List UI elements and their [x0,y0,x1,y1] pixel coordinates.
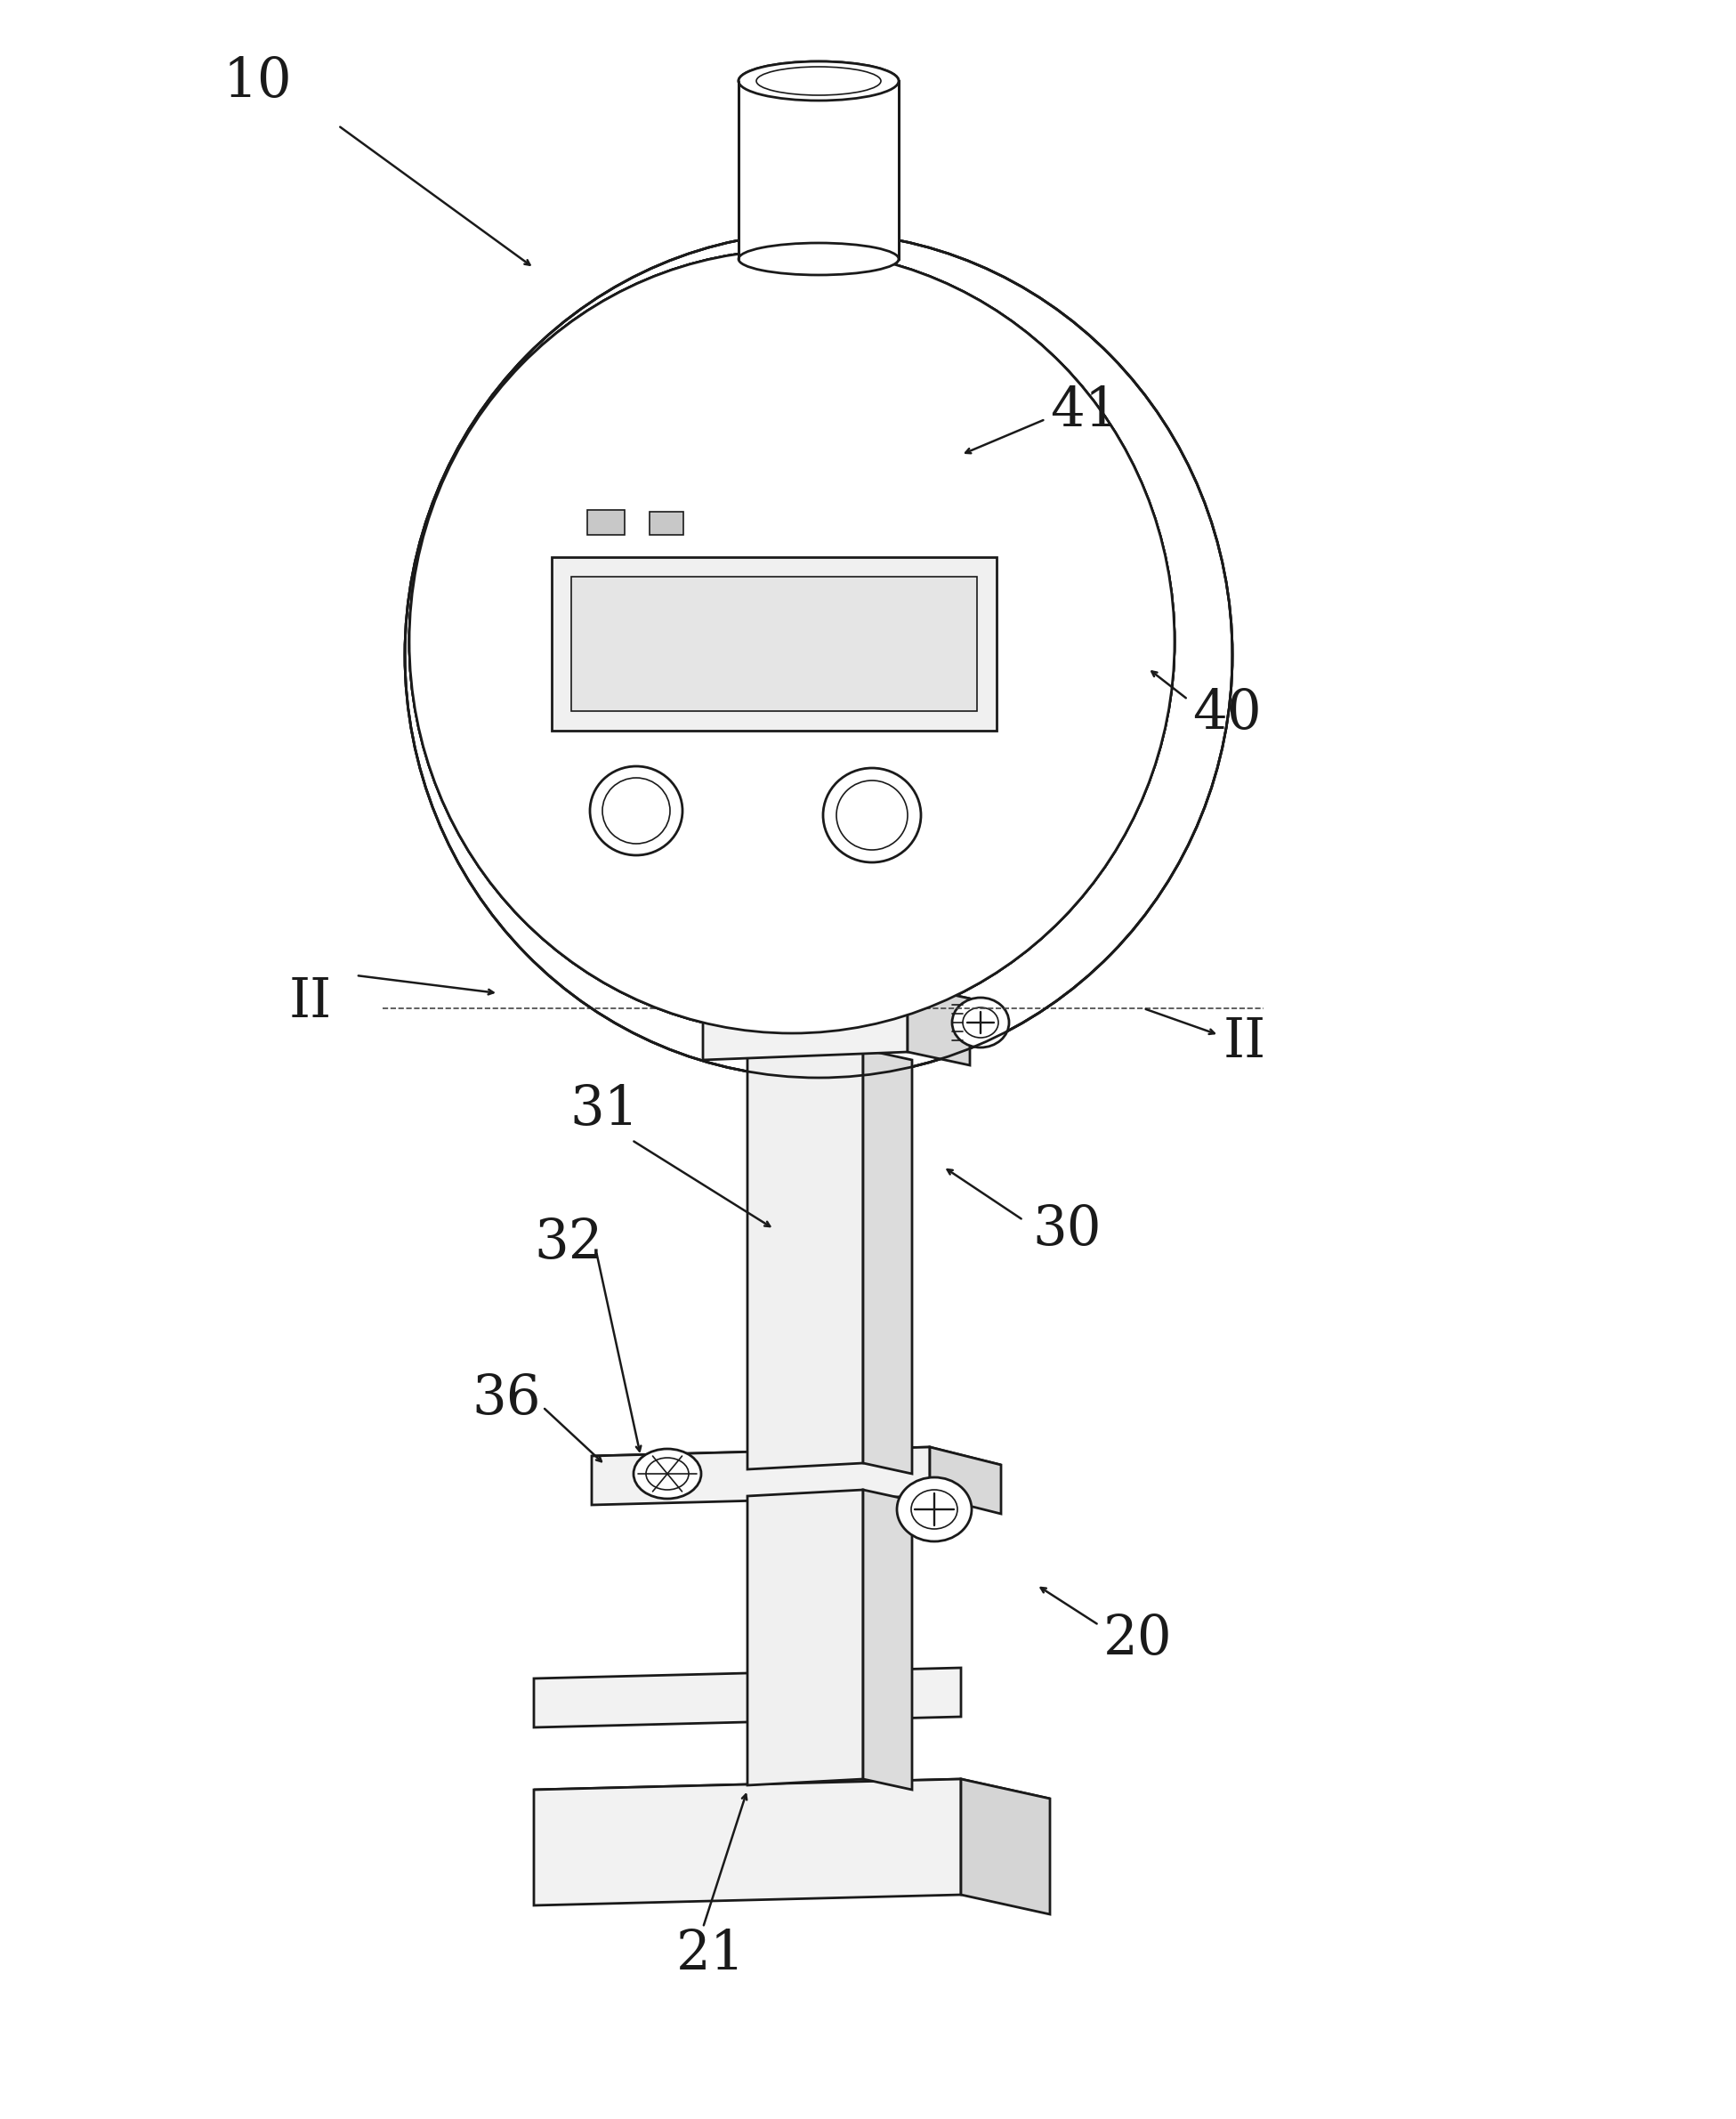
Text: 20: 20 [1104,1613,1172,1666]
Bar [552,557,996,731]
Polygon shape [738,81,899,259]
Bar [571,576,977,712]
Polygon shape [592,1447,1002,1475]
Polygon shape [535,1668,962,1727]
Text: 40: 40 [1193,687,1262,740]
Polygon shape [748,1049,863,1468]
Bar [649,511,684,534]
Polygon shape [962,1780,1050,1913]
Polygon shape [703,985,908,1060]
Text: 10: 10 [222,55,292,108]
Ellipse shape [410,250,1175,1034]
Ellipse shape [590,767,682,856]
Ellipse shape [410,250,1175,1034]
Ellipse shape [590,767,682,856]
Polygon shape [738,81,899,259]
Ellipse shape [634,1449,701,1498]
Ellipse shape [738,61,899,100]
Ellipse shape [823,767,920,862]
Polygon shape [908,985,970,1066]
Polygon shape [748,1490,863,1786]
Ellipse shape [410,250,1175,1034]
Text: 41: 41 [1050,384,1120,437]
Text: 31: 31 [569,1083,639,1136]
Polygon shape [703,985,970,1007]
Ellipse shape [823,767,920,862]
Ellipse shape [738,61,899,100]
Polygon shape [535,1780,962,1905]
Bar [587,511,625,534]
Ellipse shape [750,973,818,998]
Polygon shape [863,1490,911,1791]
Polygon shape [592,1447,930,1504]
Text: 32: 32 [535,1216,602,1269]
Text: II: II [1224,1015,1266,1068]
Bar [552,557,996,731]
Bar [649,511,684,534]
Ellipse shape [738,244,899,275]
Text: 21: 21 [677,1928,745,1981]
Ellipse shape [898,1477,972,1541]
Ellipse shape [738,244,899,275]
Ellipse shape [951,998,1009,1047]
Text: II: II [290,975,332,1030]
Ellipse shape [410,250,1175,1034]
Text: 36: 36 [472,1371,540,1424]
Bar [571,576,977,712]
Polygon shape [535,1780,1050,1810]
Text: 30: 30 [1033,1201,1101,1257]
Polygon shape [863,1049,911,1475]
Bar [587,511,625,534]
Polygon shape [930,1447,1002,1513]
